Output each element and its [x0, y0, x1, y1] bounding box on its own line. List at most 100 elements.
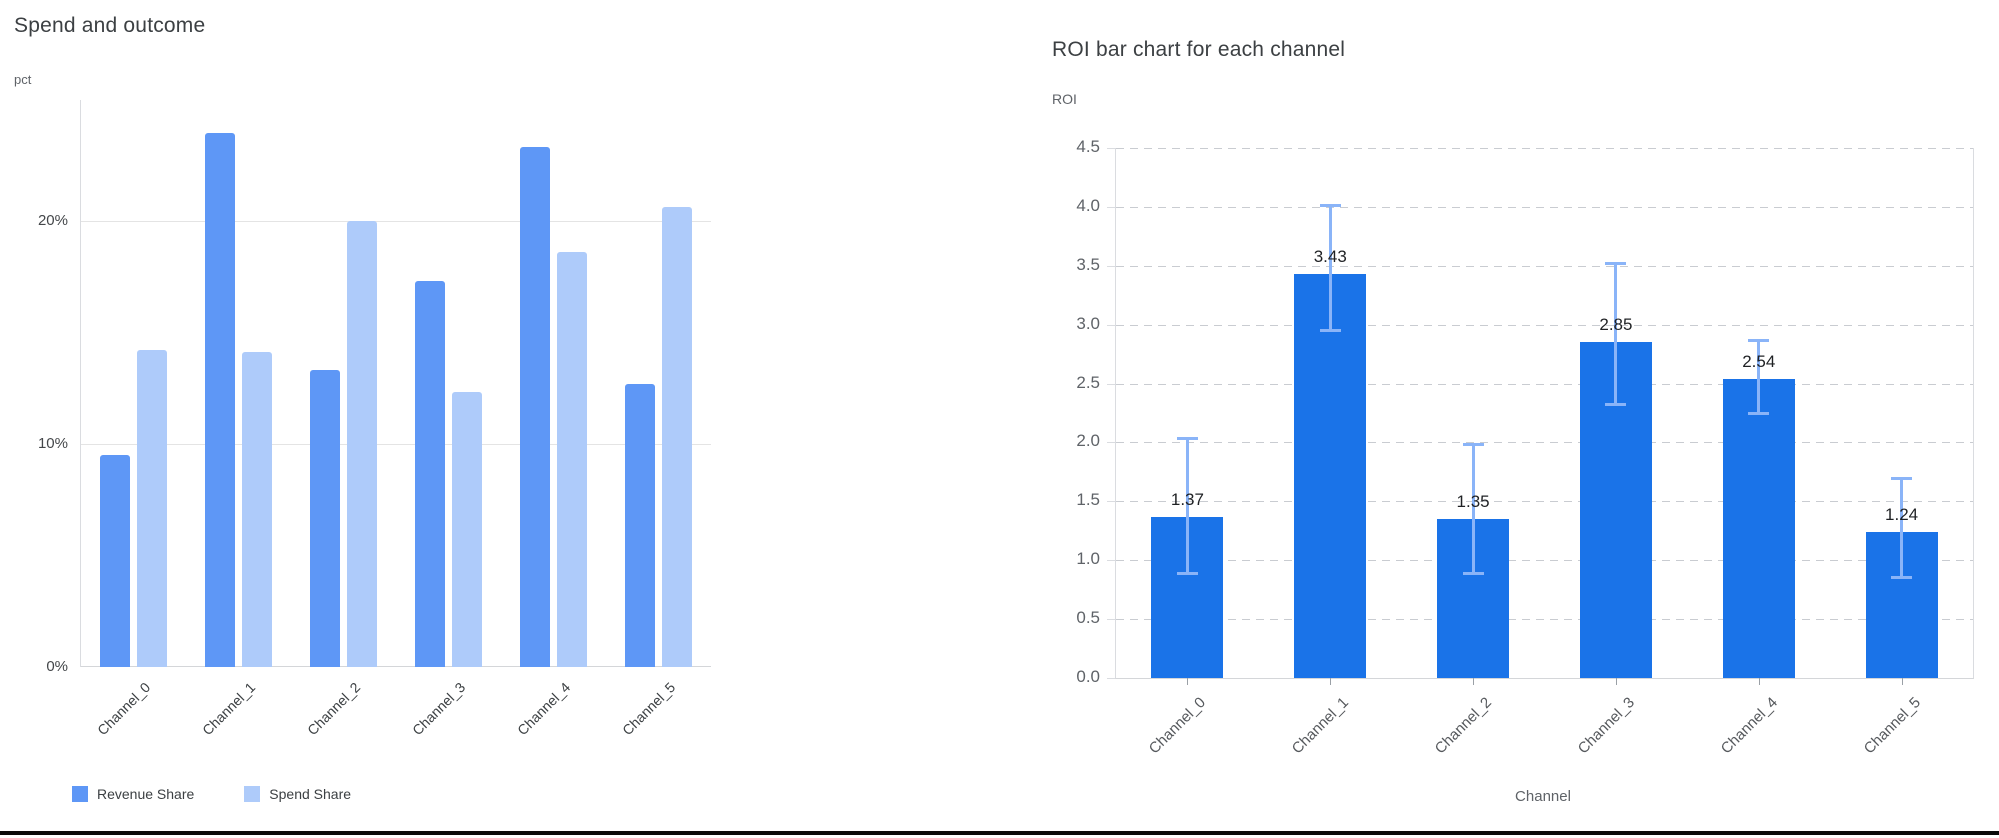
y-tick-label: 10%	[37, 434, 68, 452]
bar-value-label-channel-4: 2.54	[1742, 351, 1776, 371]
x-tick-mark-channel-0	[1187, 678, 1189, 685]
left-chart-y-unit-label: pct	[14, 72, 32, 87]
gridline-3.0	[1116, 324, 1973, 326]
bar-value-label-channel-1: 3.43	[1313, 247, 1347, 267]
y-tick-mark	[1107, 560, 1115, 562]
x-tick-mark-channel-4	[1758, 678, 1760, 685]
bar-revenue-share-channel-1[interactable]	[205, 133, 235, 667]
x-tick-label-channel-5: Channel_5	[1860, 694, 1924, 758]
x-tick-label-channel-2: Channel_2	[1431, 694, 1496, 758]
error-bar-cap-bottom-channel-2	[1462, 572, 1484, 576]
y-tick-label: 4.0	[1076, 195, 1100, 215]
bar-spend-share-channel-0[interactable]	[137, 350, 167, 667]
x-tick-label-channel-2: Channel_2	[303, 679, 363, 739]
error-bar-cap-top-channel-0	[1176, 436, 1198, 440]
x-tick-label-channel-4: Channel_4	[1717, 694, 1781, 758]
bar-value-label-channel-3: 2.85	[1599, 315, 1633, 335]
y-tick-label: 20%	[37, 211, 68, 229]
gridline-0.5	[1116, 619, 1973, 621]
gridline-2.5	[1116, 383, 1973, 385]
error-bar-channel-0	[1185, 437, 1189, 575]
roi-bar-channel-4[interactable]	[1722, 378, 1795, 678]
x-tick-label-channel-4: Channel_4	[513, 679, 573, 739]
error-bar-cap-bottom-channel-3	[1605, 402, 1627, 406]
right-chart-plot: 1.37 Channel_0 3.43 Channel_1 1.35 Channel_2 2…	[1115, 148, 1974, 757]
gridline-1.5	[1116, 501, 1973, 503]
y-tick-mark	[1107, 148, 1115, 149]
gridline-2.0	[1116, 442, 1973, 444]
bar-spend-share-channel-4[interactable]	[557, 251, 587, 667]
legend-label-revenue-share: Revenue Share	[97, 786, 195, 802]
y-tick-label: 1.5	[1076, 490, 1100, 510]
bar-value-label-channel-2: 1.35	[1456, 492, 1490, 511]
y-tick-mark	[1107, 619, 1115, 621]
y-tick-mark	[1107, 442, 1115, 444]
y-tick-label: 0%	[46, 658, 68, 675]
x-tick-mark-channel-3	[1615, 678, 1617, 685]
bar-revenue-share-channel-3[interactable]	[415, 280, 445, 667]
error-bar-channel-5	[1900, 477, 1904, 578]
roi-bar-channel-1[interactable]	[1294, 274, 1367, 678]
bar-revenue-share-channel-4[interactable]	[520, 146, 550, 667]
x-tick-mark-channel-5	[1901, 678, 1903, 685]
error-bar-cap-top-channel-2	[1462, 442, 1484, 446]
error-bar-channel-3	[1614, 263, 1618, 405]
bar-revenue-share-channel-5[interactable]	[625, 383, 655, 667]
bar-spend-share-channel-1[interactable]	[242, 352, 272, 667]
x-tick-label-channel-0: Channel_0	[1146, 694, 1210, 758]
legend-item-spend-share: Spend Share	[244, 786, 351, 802]
error-bar-cap-bottom-channel-0	[1176, 572, 1198, 576]
bar-spend-share-channel-5[interactable]	[662, 207, 692, 667]
gridline-4.0	[1116, 206, 1973, 208]
error-bar-cap-bottom-channel-4	[1748, 412, 1770, 416]
bar-value-label-channel-0: 1.37	[1170, 489, 1204, 509]
error-bar-cap-top-channel-4	[1748, 338, 1770, 342]
error-bar-cap-bottom-channel-5	[1891, 575, 1913, 579]
x-tick-label-channel-3: Channel_3	[408, 679, 468, 739]
y-tick-label: 1.0	[1076, 549, 1100, 569]
error-bar-cap-top-channel-3	[1605, 262, 1627, 266]
legend-item-revenue-share: Revenue Share	[72, 786, 194, 802]
error-bar-cap-top-channel-5	[1891, 476, 1913, 480]
error-bar-cap-bottom-channel-1	[1319, 328, 1341, 332]
bottom-divider	[0, 831, 1999, 835]
left-chart-legend: Revenue Share Spend Share	[72, 786, 351, 802]
error-bar-channel-4	[1757, 339, 1761, 415]
gridline-4.5	[1116, 148, 1973, 149]
bar-revenue-share-channel-0[interactable]	[100, 454, 130, 667]
y-tick-label: 2.5	[1076, 372, 1100, 392]
x-tick-mark-channel-1	[1330, 678, 1332, 685]
left-chart-plot: Channel_0 Channel_1 Channel_2 Channel_3 Chan…	[80, 100, 711, 738]
y-tick-mark	[1107, 324, 1115, 326]
bar-value-label-channel-5: 1.24	[1885, 504, 1919, 524]
right-chart-y-axis-label: ROI	[1052, 91, 1077, 107]
bar-spend-share-channel-3[interactable]	[452, 392, 482, 667]
x-tick-mark-channel-2	[1473, 678, 1475, 685]
y-tick-mark	[1107, 678, 1115, 679]
x-tick-label-channel-0: Channel_0	[93, 679, 153, 739]
y-tick-label: 0.0	[1076, 667, 1100, 686]
x-tick-label-channel-1: Channel_1	[198, 679, 258, 739]
y-tick-mark	[1107, 265, 1115, 267]
y-tick-mark	[1107, 206, 1115, 208]
y-tick-label: 0.5	[1076, 608, 1100, 628]
legend-swatch-revenue-share	[72, 786, 88, 802]
x-tick-label-channel-3: Channel_3	[1574, 694, 1638, 758]
y-tick-label: 4.5	[1076, 137, 1100, 156]
right-chart-title: ROI bar chart for each channel	[1052, 38, 1346, 61]
error-bar-channel-1	[1328, 204, 1332, 331]
y-tick-label: 3.5	[1076, 254, 1100, 274]
error-bar-channel-2	[1471, 443, 1475, 575]
y-tick-mark	[1107, 501, 1115, 503]
x-tick-label-channel-5: Channel_5	[618, 679, 678, 739]
bar-revenue-share-channel-2[interactable]	[310, 370, 340, 667]
legend-swatch-spend-share	[244, 786, 261, 802]
right-chart-x-axis-title: Channel	[1515, 788, 1571, 805]
y-tick-label: 3.0	[1076, 313, 1100, 333]
y-tick-label: 2.0	[1076, 431, 1100, 451]
y-tick-mark	[1107, 383, 1115, 385]
x-tick-label-channel-1: Channel_1	[1288, 694, 1353, 758]
bar-spend-share-channel-2[interactable]	[347, 220, 377, 667]
gridline-20%	[81, 220, 711, 222]
